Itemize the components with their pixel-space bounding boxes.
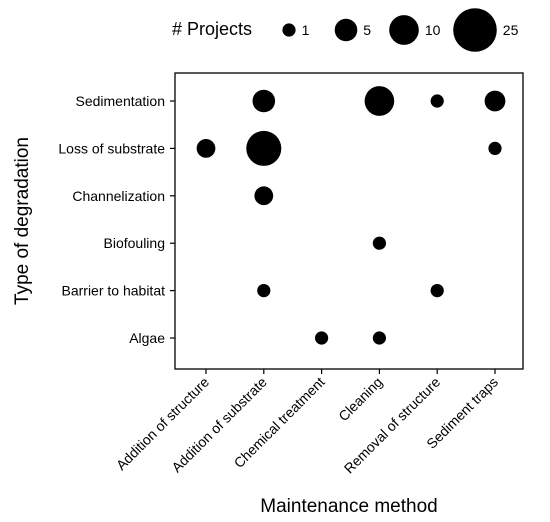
data-point [254,186,274,206]
x-tick-label: Removal of structure [341,374,444,477]
data-point [196,139,216,158]
data-point [315,331,329,345]
data-point [257,284,271,298]
y-tick-label: Algae [129,330,165,346]
legend-label: 10 [425,22,441,38]
legend-label: 25 [503,22,519,38]
y-tick-label: Barrier to habitat [62,283,166,299]
legend-marker [282,23,296,37]
data-point [372,236,386,250]
data-point [364,86,395,116]
y-tick-label: Sedimentation [75,93,165,109]
data-point [246,130,282,166]
legend-label: 5 [363,22,371,38]
data-point [430,94,444,108]
legend-title: # Projects [172,19,252,39]
legend-label: 1 [302,22,310,38]
data-point [430,284,444,298]
legend-marker [389,15,419,45]
data-point [488,141,502,155]
data-points [196,86,506,345]
legend-marker [453,8,497,52]
x-tick-label: Addition of substrate [168,374,270,476]
y-axis-title: Type of degradation [12,137,33,305]
x-axis-title: Maintenance method [260,496,437,517]
plot-panel [174,72,524,370]
data-point [484,90,506,112]
data-point [372,331,386,345]
data-point [252,89,276,113]
x-tick-label: Cleaning [335,374,385,424]
y-tick-label: Biofouling [104,235,166,251]
y-tick-label: Channelization [72,188,165,204]
x-tick-label: Addition of structure [113,374,213,474]
legend-marker [334,18,358,42]
y-tick-label: Loss of substrate [58,140,165,156]
size-legend: # Projects 1 5 10 25 [172,8,519,52]
